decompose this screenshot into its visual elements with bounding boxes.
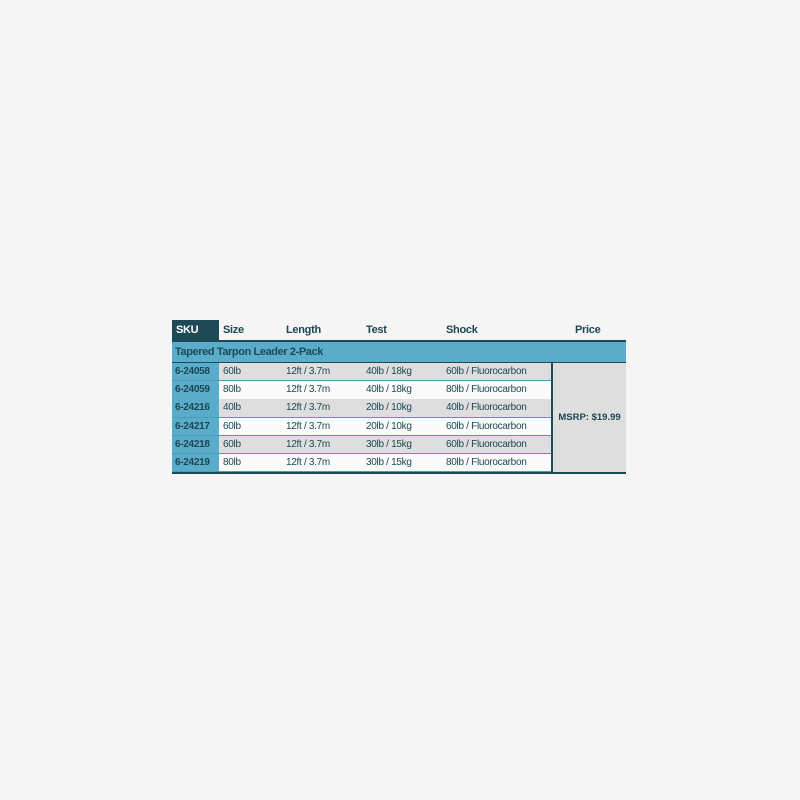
header-sku: SKU: [172, 320, 219, 340]
sku-cell: 6-24058: [172, 363, 219, 381]
test-cell: 40lb / 18kg: [366, 384, 412, 396]
length-cell: 12ft / 3.7m: [286, 420, 330, 432]
shock-cell: 80lb / Fluorocarbon: [446, 457, 527, 468]
test-cell: 30lb / 15kg: [366, 457, 412, 468]
table-row: 6-24217 60lb 12ft / 3.7m 20lb / 10kg 60lb / …: [172, 417, 551, 436]
shock-cell: 60lb / Fluorocarbon: [446, 366, 527, 377]
header-length: Length: [286, 324, 321, 336]
table-row: 6-24218 60lb 12ft / 3.7m 30lb / 15kg 60lb / …: [172, 435, 551, 455]
test-cell: 20lb / 10kg: [366, 402, 412, 414]
size-cell: 60lb: [223, 420, 241, 432]
size-cell: 60lb: [223, 366, 241, 377]
sku-cell: 6-24217: [172, 417, 219, 435]
shock-cell: 80lb / Fluorocarbon: [446, 384, 527, 396]
sku-cell: 6-24219: [172, 454, 219, 472]
size-cell: 80lb: [223, 384, 241, 396]
shock-cell: 60lb / Fluorocarbon: [446, 420, 527, 432]
header-test: Test: [366, 324, 387, 336]
length-cell: 12ft / 3.7m: [286, 366, 330, 377]
size-cell: 40lb: [223, 402, 241, 414]
group-band: Tapered Tarpon Leader 2-Pack: [172, 342, 626, 363]
table-bottom-border: [172, 472, 626, 474]
length-cell: 12ft / 3.7m: [286, 438, 330, 450]
table-row: 6-24059 80lb 12ft / 3.7m 40lb / 18kg 80lb / …: [172, 381, 551, 400]
test-cell: 40lb / 18kg: [366, 366, 412, 377]
length-cell: 12ft / 3.7m: [286, 402, 330, 414]
sku-cell: 6-24218: [172, 435, 219, 454]
shock-cell: 60lb / Fluorocarbon: [446, 438, 527, 450]
table-header: SKU Size Length Test Shock Price: [172, 320, 626, 340]
header-shock: Shock: [446, 324, 478, 336]
size-cell: 80lb: [223, 457, 241, 468]
table-row: 6-24058 60lb 12ft / 3.7m 40lb / 18kg 60lb / …: [172, 363, 551, 382]
table-row: 6-24219 80lb 12ft / 3.7m 30lb / 15kg 80lb / …: [172, 454, 551, 473]
product-table: SKU Size Length Test Shock Price Tapered…: [172, 320, 626, 474]
length-cell: 12ft / 3.7m: [286, 384, 330, 396]
header-divider: [172, 340, 626, 342]
length-cell: 12ft / 3.7m: [286, 457, 330, 468]
group-title: Tapered Tarpon Leader 2-Pack: [175, 346, 323, 358]
test-cell: 30lb / 15kg: [366, 438, 412, 450]
table-row: 6-24216 40lb 12ft / 3.7m 20lb / 10kg 40lb / …: [172, 399, 551, 418]
sku-cell: 6-24216: [172, 399, 219, 417]
test-cell: 20lb / 10kg: [366, 420, 412, 432]
header-size: Size: [223, 324, 244, 336]
size-cell: 60lb: [223, 438, 241, 450]
price-cell: MSRP: $19.99: [551, 363, 626, 472]
shock-cell: 40lb / Fluorocarbon: [446, 402, 527, 414]
sku-cell: 6-24059: [172, 381, 219, 399]
header-price: Price: [575, 324, 601, 336]
